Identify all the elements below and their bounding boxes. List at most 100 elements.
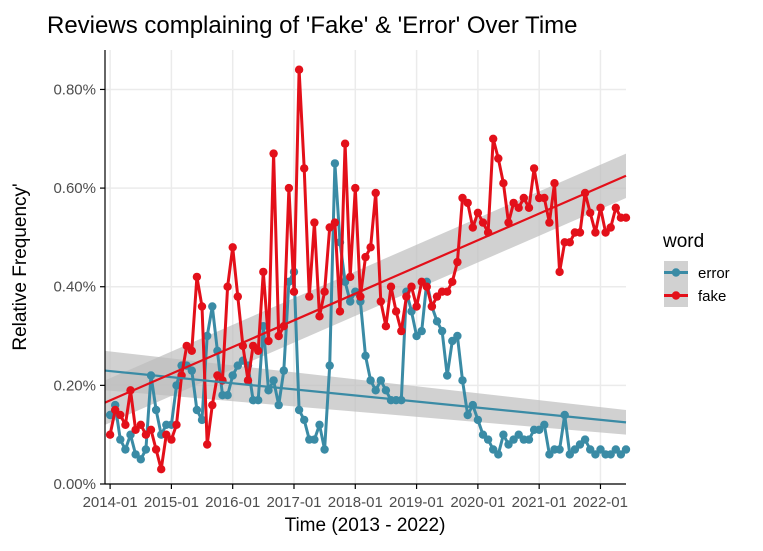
data-point-fake <box>407 282 416 291</box>
data-point-error <box>494 450 503 459</box>
data-point-fake <box>575 228 585 237</box>
data-point-fake <box>611 203 620 212</box>
data-point-fake <box>473 208 483 217</box>
legend-swatch-point <box>671 291 681 300</box>
data-point-fake <box>519 193 528 203</box>
data-point-fake <box>448 277 457 286</box>
data-point-error <box>580 435 590 444</box>
data-point-fake <box>121 420 130 429</box>
data-point-fake <box>514 203 523 212</box>
data-point-fake <box>596 203 605 212</box>
data-point-fake <box>361 252 370 262</box>
data-point-error <box>432 317 442 326</box>
data-point-fake <box>555 267 564 277</box>
data-point-fake <box>621 213 631 222</box>
data-point-fake <box>397 326 406 336</box>
data-point-error <box>453 331 462 341</box>
data-point-error <box>141 445 151 454</box>
data-point-error <box>371 386 380 395</box>
data-point-fake <box>381 322 391 331</box>
data-point-error <box>361 351 370 360</box>
data-point-fake <box>606 223 615 232</box>
data-point-fake <box>172 420 181 429</box>
data-point-fake <box>422 282 431 291</box>
data-point-error <box>172 381 181 390</box>
data-point-error <box>458 376 467 385</box>
data-point-error <box>279 366 288 375</box>
data-point-error <box>463 410 472 420</box>
data-point-error <box>366 376 375 385</box>
data-point-fake <box>586 208 595 217</box>
data-point-fake <box>157 465 166 474</box>
data-point-error <box>483 435 493 444</box>
data-point-error <box>274 400 283 410</box>
data-point-fake <box>371 188 380 198</box>
legend-label-fake: fake <box>698 288 726 305</box>
x-tick-label: 2015-01 <box>144 494 199 511</box>
data-point-fake <box>294 65 304 74</box>
y-axis: 0.00% 0.20% 0.40% 0.60% 0.80% <box>53 81 105 493</box>
data-point-fake <box>391 307 401 316</box>
data-point-fake <box>223 282 232 291</box>
series-fake <box>105 65 631 474</box>
y-tick-label: 0.40% <box>53 279 96 296</box>
x-tick-label: 2014-01 <box>83 494 138 511</box>
x-tick-label: 2018-01 <box>328 494 383 511</box>
data-point-fake <box>591 228 600 237</box>
data-point-fake <box>412 302 421 311</box>
data-point-error <box>300 415 309 425</box>
data-point-error <box>320 445 329 454</box>
data-point-fake <box>289 287 299 296</box>
data-point-error <box>197 415 207 425</box>
data-point-fake <box>356 292 365 301</box>
y-tick-label: 0.60% <box>53 180 96 197</box>
data-point-fake <box>443 287 452 296</box>
data-point-fake <box>203 440 212 449</box>
data-point-fake <box>540 193 549 203</box>
data-point-fake <box>300 164 309 173</box>
y-axis-title: Relative Frequency' <box>10 183 31 350</box>
series-layer <box>105 65 631 474</box>
data-point-fake <box>351 183 360 193</box>
data-point-fake <box>131 425 140 434</box>
x-tick-label: 2017-01 <box>266 494 321 511</box>
data-point-fake <box>284 183 294 193</box>
trend-lines <box>104 174 627 424</box>
data-point-error <box>437 326 447 336</box>
legend-key-fake: fake <box>664 284 726 307</box>
legend-swatch-point <box>671 268 681 277</box>
data-point-error <box>203 331 212 341</box>
data-point-fake <box>192 272 202 282</box>
data-point-fake <box>274 331 283 341</box>
x-tick-label: 2022-01 <box>573 494 628 511</box>
y-tick-label: 0.80% <box>53 81 96 98</box>
data-point-fake <box>524 203 534 212</box>
data-point-error <box>269 376 278 385</box>
data-point-fake <box>187 346 196 355</box>
data-point-error <box>228 371 237 380</box>
legend-title: word <box>662 231 704 252</box>
data-point-fake <box>550 179 559 188</box>
data-point-fake <box>259 267 268 277</box>
data-point-fake <box>463 198 472 208</box>
data-point-fake <box>427 302 437 311</box>
data-point-error <box>621 445 631 454</box>
confidence-bands <box>105 153 626 435</box>
data-point-error <box>315 420 324 429</box>
data-point-fake <box>116 410 125 420</box>
data-point-error <box>116 435 125 444</box>
data-point-error <box>473 415 483 425</box>
x-tick-label: 2021-01 <box>512 494 567 511</box>
data-point-fake <box>504 218 513 227</box>
trend-line-error <box>104 369 627 424</box>
data-point-fake <box>315 312 324 321</box>
data-point-error <box>208 302 217 311</box>
data-point-error <box>540 420 549 429</box>
data-point-error <box>381 386 391 395</box>
data-point-fake <box>233 292 242 301</box>
data-point-error <box>524 435 534 444</box>
data-point-error <box>330 159 340 168</box>
data-point-fake <box>197 302 207 311</box>
data-point-error <box>121 445 130 454</box>
data-point-fake <box>346 272 355 282</box>
